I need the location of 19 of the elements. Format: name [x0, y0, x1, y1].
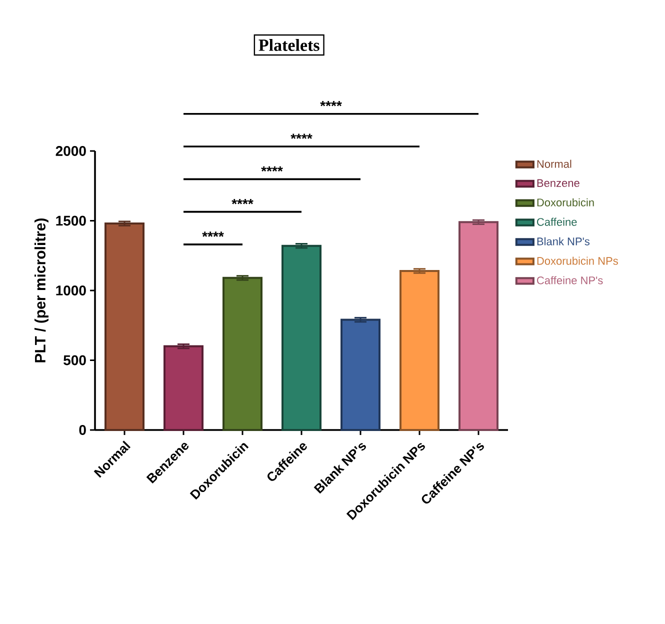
y-tick-label: 1000	[56, 286, 86, 296]
text: ****	[320, 101, 342, 106]
annotation: ****	[261, 166, 283, 172]
legend-label: Blank NP's	[537, 237, 590, 246]
y-tick-label: 2000	[56, 146, 86, 156]
annotation: ****	[202, 232, 224, 237]
legend-label: Caffeine NP's	[537, 276, 603, 284]
legend-label: Doxorubicin	[537, 198, 594, 206]
y-tick-label: 0	[79, 425, 86, 435]
annotation: ****	[232, 198, 254, 204]
legend-label: Normal	[537, 160, 572, 168]
y-tick-label: 1500	[56, 216, 86, 226]
y-axis-title: PLT / (per microlitre)	[34, 218, 48, 362]
legend-label: Doxorubicin NPs	[537, 256, 618, 265]
legend-label: Benzene	[537, 179, 580, 187]
text: ****	[290, 134, 312, 139]
legend-label: Caffeine	[537, 218, 577, 226]
chart-title: Platelets	[258, 39, 320, 51]
y-tick-label: 500	[64, 355, 86, 366]
